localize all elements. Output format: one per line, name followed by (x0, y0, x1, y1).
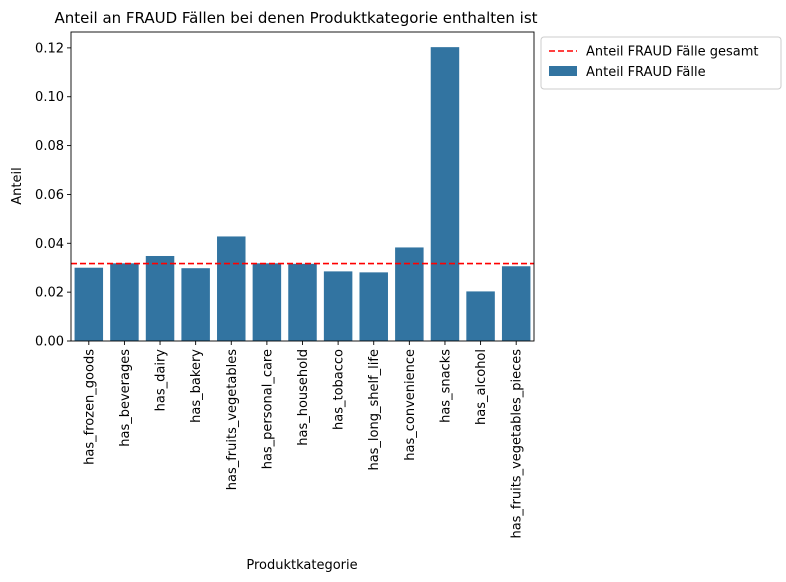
bar-has_long_shelf_life (359, 272, 388, 341)
x-tick-label: has_fruits_vegetables_pieces (510, 349, 525, 539)
bar-has_tobacco (323, 271, 353, 341)
legend-label-bars: Anteil FRAUD Fälle (586, 65, 706, 80)
x-tick-label: has_household (296, 349, 311, 446)
y-tick-label: 0.12 (35, 41, 64, 56)
x-tick-label: has_personal_care (260, 349, 275, 469)
x-axis-label: Produktkategorie (246, 558, 357, 573)
y-tick-label: 0.02 (35, 286, 64, 301)
bar-has_alcohol (466, 291, 495, 341)
bar-has_snacks (430, 47, 460, 342)
bar-has_household (288, 263, 317, 341)
y-tick-label: 0.00 (35, 335, 64, 350)
y-tick-label: 0.10 (35, 90, 64, 105)
x-tick-label: has_bakery (189, 349, 204, 423)
x-tick-label: has_long_shelf_life (367, 349, 382, 471)
chart-title: Anteil an FRAUD Fällen bei denen Produkt… (54, 9, 537, 27)
legend-label-reference-line: Anteil FRAUD Fälle gesamt (586, 45, 758, 60)
bar-has_frozen_goods (74, 267, 104, 341)
y-axis-label: Anteil (10, 167, 25, 204)
x-tick-label: has_fruits_vegetables (225, 349, 240, 490)
bar-has_fruits_vegetables (217, 236, 246, 341)
x-tick-label: has_snacks (438, 349, 453, 423)
x-tick-label: has_tobacco (332, 349, 347, 430)
y-tick-label: 0.04 (35, 237, 64, 252)
y-tick-label: 0.06 (35, 188, 64, 203)
bar-has_convenience (395, 247, 424, 341)
bar-has_fruits_vegetables_pieces (501, 266, 531, 341)
x-tick-label: has_dairy (154, 349, 169, 412)
bar-has_dairy (145, 255, 175, 341)
x-tick-label: has_beverages (118, 349, 133, 447)
x-axis: has_frozen_goods has_beverages has_dairy ha… (82, 341, 525, 539)
x-tick-label: has_convenience (403, 349, 418, 461)
legend-swatch-bars (549, 66, 577, 76)
legend-frame (540, 36, 782, 90)
x-tick-label: has_alcohol (474, 349, 489, 425)
y-axis: 0.00 0.02 0.04 0.06 0.08 0.10 0.12 (35, 41, 71, 350)
bar-has_personal_care (252, 263, 282, 341)
x-tick-label: has_frozen_goods (82, 349, 97, 465)
bar-has_beverages (110, 263, 139, 341)
bar-has_bakery (181, 268, 210, 341)
bars-group (74, 47, 531, 342)
y-tick-label: 0.08 (35, 139, 64, 154)
legend: Anteil FRAUD Fälle gesamt Anteil FRAUD F… (540, 36, 782, 90)
